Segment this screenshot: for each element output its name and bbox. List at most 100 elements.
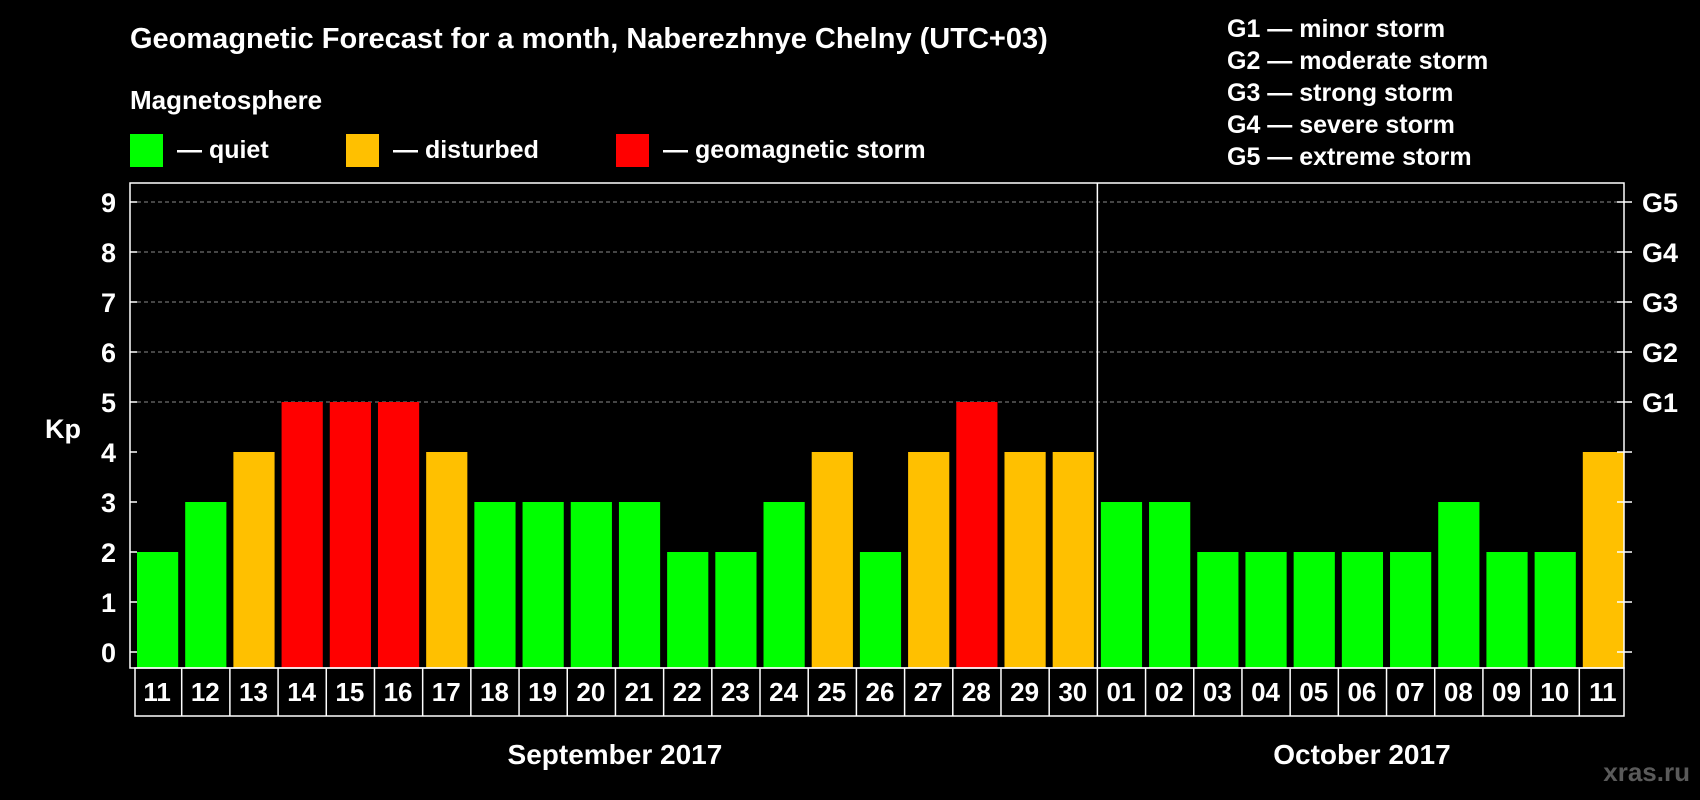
bar-1: [185, 502, 227, 668]
x-tick-label-12: 23: [721, 677, 750, 707]
x-tick-label-16: 27: [914, 677, 943, 707]
bar-18: [1004, 452, 1046, 668]
bars: [137, 402, 1624, 668]
x-tick-label-19: 30: [1058, 677, 1087, 707]
y-tick-label-0: 0: [101, 638, 116, 668]
right-axis: G1 G2 G3 G4 G5: [1617, 188, 1678, 653]
bar-4: [329, 402, 371, 668]
x-tick-label-1: 12: [191, 677, 220, 707]
x-tick-label-26: 07: [1396, 677, 1425, 707]
y-tick-label-6: 6: [101, 338, 116, 368]
storm-scale-item-2: G3 — strong storm: [1227, 79, 1453, 107]
x-tick-label-11: 22: [673, 677, 702, 707]
bar-13: [763, 502, 805, 668]
x-tick-label-23: 04: [1251, 677, 1280, 707]
y-tick-label-9: 9: [101, 188, 116, 218]
legend-swatch-0: [130, 134, 163, 167]
bar-29: [1534, 552, 1576, 668]
x-tick-label-22: 03: [1203, 677, 1232, 707]
right-axis-label-G1: G1: [1642, 388, 1678, 418]
chart-subtitle: Magnetosphere: [130, 85, 322, 115]
x-tick-label-5: 16: [384, 677, 413, 707]
x-tick-label-4: 15: [335, 677, 364, 707]
bar-23: [1245, 552, 1287, 668]
bar-12: [715, 552, 757, 668]
x-tick-label-7: 18: [480, 677, 509, 707]
bar-3: [281, 402, 323, 668]
storm-scale-item-0: G1 — minor storm: [1227, 15, 1445, 43]
bar-15: [859, 552, 902, 668]
x-tick-label-27: 08: [1444, 677, 1473, 707]
right-axis-label-G3: G3: [1642, 288, 1678, 318]
bar-2: [233, 452, 275, 668]
x-tick-label-6: 17: [432, 677, 461, 707]
grid: [130, 201, 1624, 403]
x-tick-label-30: 11: [1589, 677, 1617, 707]
month-label-1: October 2017: [1273, 739, 1450, 770]
x-tick-label-20: 01: [1107, 677, 1136, 707]
bar-6: [426, 452, 468, 668]
x-tick-label-21: 02: [1155, 677, 1184, 707]
x-tick-label-13: 24: [769, 677, 798, 707]
y-axis-label: Kp: [45, 414, 81, 444]
chart-title: Geomagnetic Forecast for a month, Nabere…: [130, 23, 1048, 55]
x-tick-label-28: 09: [1492, 677, 1521, 707]
bar-26: [1390, 552, 1432, 668]
legend-label-1: — disturbed: [393, 136, 539, 164]
y-tick-label-2: 2: [101, 538, 116, 568]
legend: — quiet — disturbed — geomagnetic storm: [130, 134, 926, 167]
x-tick-label-2: 13: [239, 677, 268, 707]
bar-0: [137, 552, 179, 668]
right-axis-label-G2: G2: [1642, 338, 1678, 368]
bar-20: [1100, 502, 1143, 668]
storm-scale-item-3: G4 — severe storm: [1227, 111, 1455, 139]
x-tick-label-8: 19: [528, 677, 557, 707]
x-tick-label-0: 11: [143, 677, 171, 707]
right-axis-label-G4: G4: [1642, 238, 1678, 268]
x-tick-label-14: 25: [817, 677, 846, 707]
storm-scale-item-1: G2 — moderate storm: [1227, 47, 1488, 75]
x-tick-label-29: 10: [1540, 677, 1569, 707]
x-tick-label-9: 20: [576, 677, 605, 707]
y-tick-label-1: 1: [101, 588, 116, 618]
x-tick-label-10: 21: [625, 677, 654, 707]
x-axis: 11 12 13 14 15 16 17 18 19 20 21 22 23 24 25 26 27 28 29 30…: [134, 667, 1625, 717]
bar-25: [1341, 552, 1384, 668]
y-axis: 0 1 2 3 4 5 6 7 8 9: [101, 188, 137, 668]
x-tick-label-15: 26: [866, 677, 895, 707]
month-labels: September 2017 October 2017: [508, 739, 1451, 770]
y-tick-label-4: 4: [101, 438, 116, 468]
bar-27: [1438, 502, 1480, 668]
bar-5: [377, 402, 420, 668]
storm-scale-legend: G1 — minor storm G2 — moderate storm G3 — …: [1227, 15, 1488, 171]
y-tick-label-3: 3: [101, 488, 116, 518]
bar-16: [908, 452, 950, 668]
bar-9: [570, 502, 612, 668]
bar-10: [618, 502, 661, 668]
bar-17: [956, 402, 998, 668]
bar-14: [811, 452, 853, 668]
x-tick-label-17: 28: [962, 677, 991, 707]
month-label-0: September 2017: [508, 739, 723, 770]
right-axis-label-G5: G5: [1642, 188, 1678, 218]
bar-21: [1149, 502, 1191, 668]
bar-22: [1197, 552, 1239, 668]
bar-8: [522, 502, 564, 668]
x-tick-label-24: 05: [1299, 677, 1328, 707]
bar-11: [667, 552, 709, 668]
x-label-box: [134, 667, 1625, 717]
storm-scale-item-4: G5 — extreme storm: [1227, 143, 1472, 171]
x-tick-label-3: 14: [287, 677, 316, 707]
legend-label-0: — quiet: [177, 136, 269, 164]
bar-7: [474, 502, 516, 668]
bar-19: [1052, 452, 1094, 668]
y-tick-label-7: 7: [101, 288, 116, 318]
y-tick-label-8: 8: [101, 238, 116, 268]
legend-swatch-2: [616, 134, 649, 167]
x-tick-label-25: 06: [1347, 677, 1376, 707]
bar-28: [1486, 552, 1528, 668]
bar-24: [1293, 552, 1335, 668]
y-tick-label-5: 5: [101, 388, 116, 418]
bar-30: [1582, 452, 1624, 668]
